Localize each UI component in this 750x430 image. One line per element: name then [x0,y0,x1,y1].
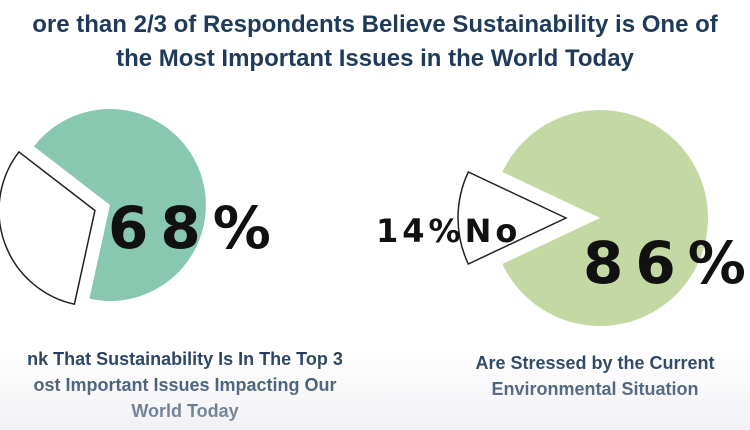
title-line-2: the Most Important Issues in the World T… [116,45,634,72]
pie2-value-label: 86% [583,229,750,297]
pie1-value-label: 68% [108,194,283,262]
pie2-caption: Are Stressed by the Current Environmenta… [450,350,740,402]
pie1-caption-line-2: ost Important Issues Impacting Our [33,375,337,395]
pie2-exploded-slice [457,171,568,265]
pie1-caption-line-3: World Today [131,401,239,421]
pie2-caption-line-2: Environmental Situation [491,379,699,399]
pie1-main-slice [33,109,206,302]
pie2-slice-label: 14%No [376,212,521,250]
pie2-caption-line-1: Are Stressed by the Current [475,353,715,373]
pie2-main-slice [502,109,709,326]
pie1-exploded-slice [0,150,96,306]
pie-chart-2: 14%No 86% [376,109,750,326]
chart-title: ore than 2/3 of Respondents Believe Sust… [0,8,750,76]
title-line-1: ore than 2/3 of Respondents Believe Sust… [32,11,718,38]
pie1-caption-line-1: nk That Sustainability Is In The Top 3 [27,349,343,369]
pie1-caption: nk That Sustainability Is In The Top 3 o… [0,346,370,424]
pie-chart-1: 68% [0,109,283,306]
